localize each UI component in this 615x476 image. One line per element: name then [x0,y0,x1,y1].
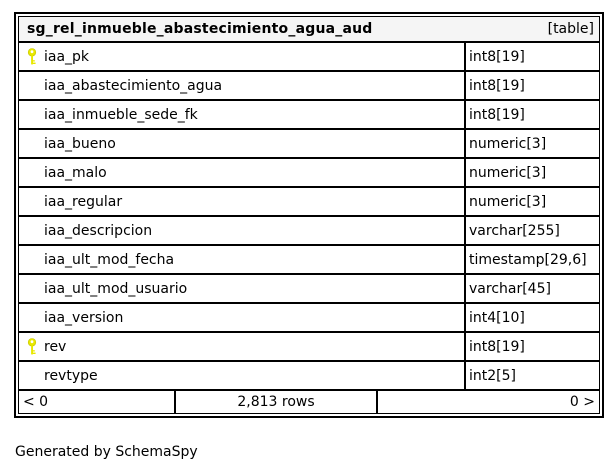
column-name: revtype [44,367,98,384]
primary-key-icon [27,309,44,326]
column-name: iaa_abastecimiento_agua [44,77,223,94]
table-header: sg_rel_inmueble_abastecimiento_agua_aud … [18,16,600,42]
table-row: iaa_ult_mod_fecha timestamp[29,6] [18,245,600,274]
column-rows: iaa_pk int8[19] iaa_abastecimiento_agua … [18,42,600,390]
column-type: varchar[255] [465,216,600,245]
column-name-cell: iaa_ult_mod_fecha [18,245,465,274]
table-row: iaa_inmueble_sede_fk int8[19] [18,100,600,129]
primary-key-icon [27,251,44,268]
table-row: iaa_malo numeric[3] [18,158,600,187]
column-name-cell: iaa_ult_mod_usuario [18,274,465,303]
table-row: iaa_ult_mod_usuario varchar[45] [18,274,600,303]
column-name: iaa_descripcion [44,222,153,239]
primary-key-icon [27,77,44,94]
table-node[interactable]: sg_rel_inmueble_abastecimiento_agua_aud … [14,12,604,418]
table-row: iaa_pk int8[19] [18,42,600,71]
column-name-cell: iaa_abastecimiento_agua [18,71,465,100]
primary-key-icon [27,338,44,355]
column-name-cell: iaa_version [18,303,465,332]
primary-key-icon [27,48,44,65]
column-name: iaa_inmueble_sede_fk [44,106,198,123]
column-name-cell: iaa_inmueble_sede_fk [18,100,465,129]
column-name-cell: rev [18,332,465,361]
column-type: numeric[3] [465,158,600,187]
primary-key-icon [27,222,44,239]
primary-key-icon [27,280,44,297]
primary-key-icon [27,164,44,181]
column-name: rev [44,338,67,355]
footer-row-count: 2,813 rows [175,390,377,414]
table-row: iaa_abastecimiento_agua int8[19] [18,71,600,100]
table-row: iaa_bueno numeric[3] [18,129,600,158]
footer-children-count: < 0 [18,390,175,414]
column-name: iaa_malo [44,164,107,181]
column-name: iaa_regular [44,193,123,210]
column-name: iaa_ult_mod_usuario [44,280,188,297]
column-name-cell: iaa_malo [18,158,465,187]
column-name-cell: iaa_regular [18,187,465,216]
column-type: int8[19] [465,332,600,361]
table-footer: < 0 2,813 rows 0 > [18,390,600,414]
column-type: int8[19] [465,71,600,100]
primary-key-icon [27,193,44,210]
table-type-tag: [table] [547,21,594,37]
table-row: iaa_descripcion varchar[255] [18,216,600,245]
column-name-cell: iaa_bueno [18,129,465,158]
column-type: int4[10] [465,303,600,332]
table-row: iaa_regular numeric[3] [18,187,600,216]
table-title: sg_rel_inmueble_abastecimiento_agua_aud [27,21,373,37]
table-row: rev int8[19] [18,332,600,361]
primary-key-icon [27,367,44,384]
footer-parents-count: 0 > [377,390,600,414]
column-type: int2[5] [465,361,600,390]
column-name: iaa_bueno [44,135,116,152]
column-name: iaa_pk [44,48,90,65]
generator-caption: Generated by SchemaSpy [15,444,198,460]
column-name-cell: iaa_pk [18,42,465,71]
column-type: numeric[3] [465,129,600,158]
column-name: iaa_version [44,309,124,326]
column-type: timestamp[29,6] [465,245,600,274]
primary-key-icon [27,106,44,123]
table-row: iaa_version int4[10] [18,303,600,332]
column-name: iaa_ult_mod_fecha [44,251,175,268]
column-name-cell: revtype [18,361,465,390]
column-type: int8[19] [465,100,600,129]
column-type: varchar[45] [465,274,600,303]
column-name-cell: iaa_descripcion [18,216,465,245]
table-row: revtype int2[5] [18,361,600,390]
column-type: numeric[3] [465,187,600,216]
column-type: int8[19] [465,42,600,71]
primary-key-icon [27,135,44,152]
